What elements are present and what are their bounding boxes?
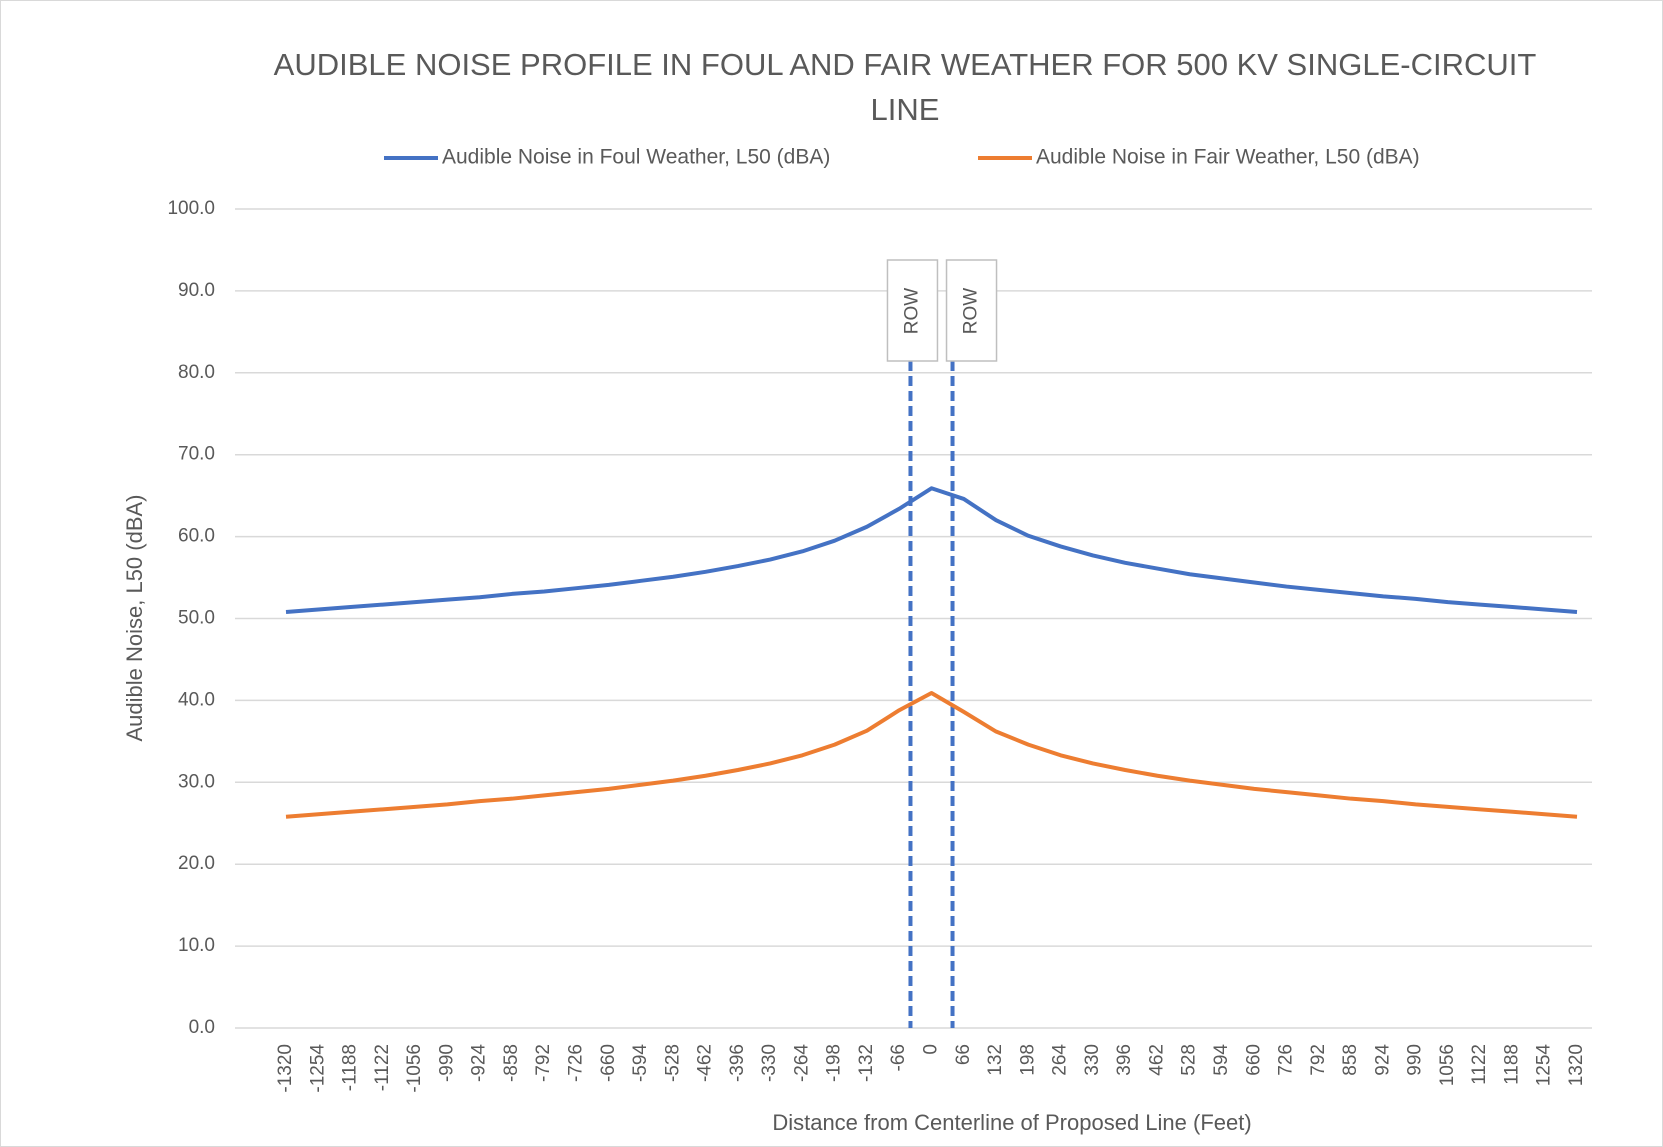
x-tick-label: 990 [1405, 1044, 1426, 1076]
x-tick-label: -462 [695, 1044, 716, 1082]
x-tick-label: -528 [662, 1044, 683, 1082]
y-axis-title: Audible Noise, L50 (dBA) [122, 494, 147, 741]
x-tick-label: 132 [985, 1044, 1006, 1076]
legend-label: Audible Noise in Fair Weather, L50 (dBA) [1036, 146, 1420, 169]
x-tick-label: -1056 [404, 1044, 425, 1093]
y-tick-label: 70.0 [178, 444, 215, 465]
x-tick-label: 1254 [1534, 1044, 1555, 1087]
x-tick-label: 66 [953, 1044, 974, 1065]
x-tick-label: 858 [1340, 1044, 1361, 1076]
chart-title: AUDIBLE NOISE PROFILE IN FOUL AND FAIR W… [273, 47, 1537, 127]
x-tick-label: -792 [533, 1044, 554, 1082]
y-tick-label: 100.0 [167, 198, 215, 219]
legend-label: Audible Noise in Foul Weather, L50 (dBA) [442, 146, 830, 169]
x-tick-label: -264 [791, 1044, 812, 1082]
x-tick-label: -132 [856, 1044, 877, 1082]
series-line [285, 486, 1578, 614]
x-tick-label: 1122 [1469, 1044, 1490, 1085]
x-tick-label: -1122 [372, 1044, 393, 1091]
x-tick-label: -1254 [307, 1044, 328, 1093]
x-tick-label: -1320 [275, 1044, 296, 1093]
x-tick-label: -924 [469, 1044, 490, 1082]
x-tick-label: -990 [436, 1044, 457, 1082]
x-tick-label: -1188 [340, 1044, 361, 1091]
y-tick-label: 10.0 [178, 935, 215, 956]
x-axis-title: Distance from Centerline of Proposed Lin… [772, 1110, 1251, 1135]
x-tick-label: 330 [1082, 1044, 1103, 1076]
row-label-box [945, 259, 998, 362]
x-tick-label: 792 [1308, 1044, 1329, 1076]
y-tick-label: 0.0 [189, 1017, 215, 1038]
x-tick-label: -594 [630, 1044, 651, 1082]
x-tick-label: -330 [759, 1044, 780, 1082]
x-tick-label: 264 [1050, 1044, 1071, 1076]
x-tick-label: 198 [1017, 1044, 1038, 1076]
x-tick-label: -66 [888, 1044, 909, 1071]
x-tick-label: -726 [565, 1044, 586, 1082]
x-tick-label: 726 [1276, 1044, 1297, 1076]
x-tick-label: 0 [921, 1044, 942, 1055]
x-tick-label: 396 [1114, 1044, 1135, 1076]
y-tick-label: 80.0 [178, 362, 215, 383]
x-tick-label: -198 [824, 1044, 845, 1082]
x-tick-label: 528 [1179, 1044, 1200, 1076]
x-tick-label: 594 [1211, 1044, 1232, 1076]
x-tick-label: -396 [727, 1044, 748, 1082]
x-tick-label: 924 [1372, 1044, 1393, 1076]
y-tick-label: 60.0 [178, 526, 215, 547]
x-tick-label: 1056 [1437, 1044, 1458, 1086]
y-tick-label: 30.0 [178, 771, 215, 792]
x-tick-label: -660 [598, 1044, 619, 1082]
x-tick-label: -858 [501, 1044, 522, 1082]
series-line [285, 691, 1578, 819]
x-tick-label: 1320 [1566, 1044, 1587, 1086]
x-tick-label: 660 [1243, 1044, 1264, 1076]
x-tick-label: 462 [1146, 1044, 1167, 1076]
x-tick-label: 1188 [1501, 1044, 1522, 1085]
y-tick-label: 50.0 [178, 608, 215, 629]
row-label-box [886, 259, 939, 362]
y-tick-label: 90.0 [178, 280, 215, 301]
y-tick-label: 20.0 [178, 853, 215, 874]
row-label: ROW [961, 288, 982, 335]
y-tick-label: 40.0 [178, 689, 215, 710]
row-label: ROW [901, 288, 922, 335]
